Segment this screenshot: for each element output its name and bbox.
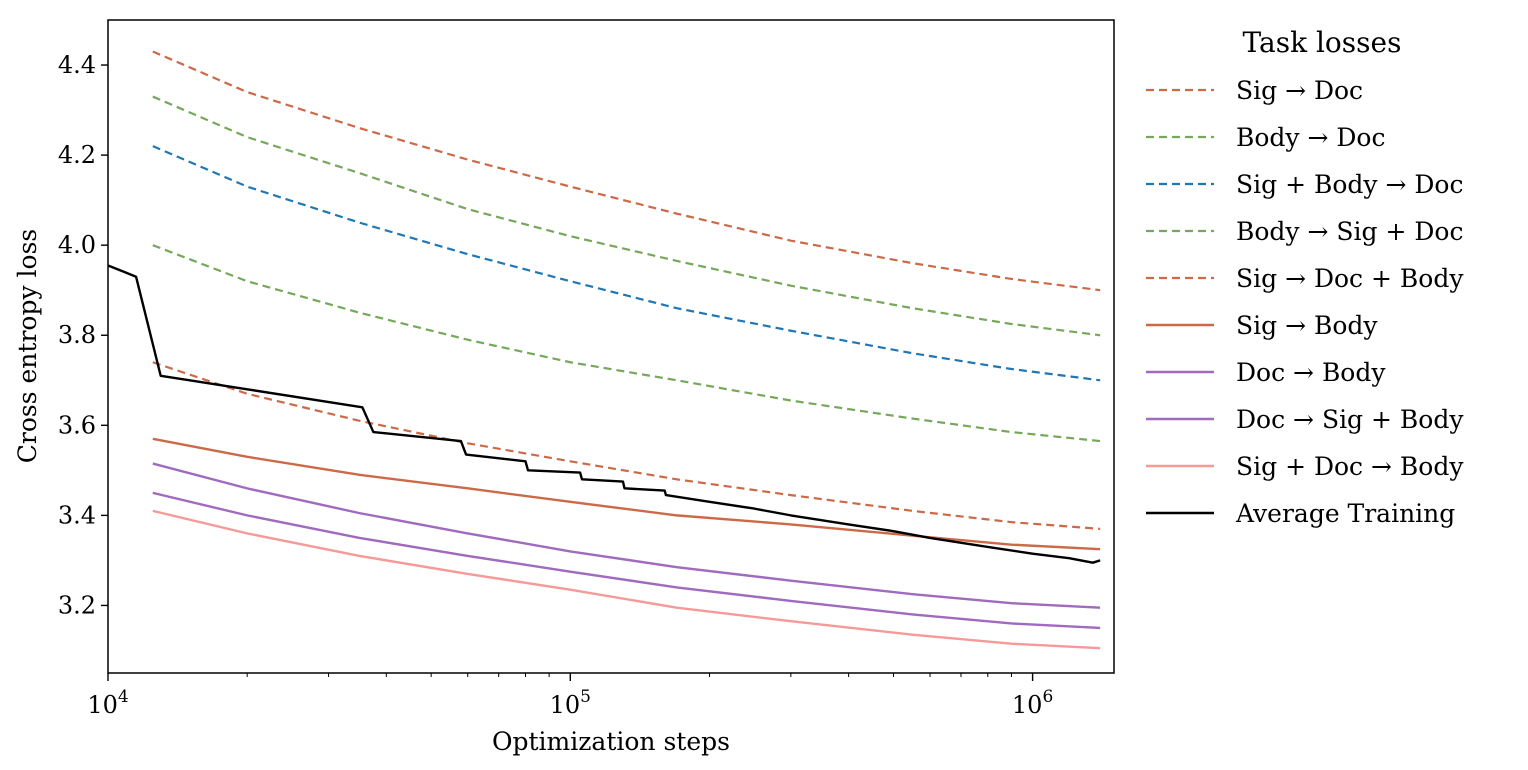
legend-label-3: Sig + Body → Doc <box>1236 170 1463 199</box>
series-line-4 <box>152 244 1101 443</box>
legend-label-2: Body → Doc <box>1236 123 1386 152</box>
legend-label-8: Doc → Sig + Body <box>1236 405 1464 434</box>
legend-label-6: Sig → Body <box>1236 311 1378 340</box>
legend-label-5: Sig → Doc + Body <box>1236 264 1464 293</box>
legend: Task losses Sig → Doc Body → Doc Sig + Bod… <box>1146 26 1464 528</box>
y-tick-label: 3.2 <box>58 591 96 619</box>
y-tick-label: 3.6 <box>58 411 96 439</box>
series-layer <box>108 50 1101 650</box>
y-tick-label: 4.2 <box>58 141 96 169</box>
series-line-9 <box>152 509 1101 650</box>
legend-label-9: Sig + Doc → Body <box>1236 452 1464 481</box>
legend-label-4: Body → Sig + Doc <box>1236 217 1463 246</box>
y-tick-label: 4.4 <box>58 51 96 79</box>
series-line-3 <box>152 145 1101 382</box>
y-axis: 3.2 3.4 3.6 3.8 4.0 4.2 4.4 <box>58 51 108 619</box>
series-line-5 <box>152 361 1101 530</box>
plot-frame <box>107 19 1115 674</box>
series-line-1 <box>152 50 1101 292</box>
series-line-10 <box>108 264 1101 564</box>
x-axis: 104 105 106 <box>87 673 1053 719</box>
x-tick-label: 106 <box>1012 687 1053 719</box>
legend-label-1: Sig → Doc <box>1236 76 1363 105</box>
y-tick-label: 4.0 <box>58 231 96 259</box>
legend-label-7: Doc → Body <box>1236 358 1386 387</box>
series-line-2 <box>152 95 1101 337</box>
series-line-7 <box>152 462 1101 609</box>
legend-title: Task losses <box>1243 26 1402 59</box>
series-line-6 <box>152 437 1101 551</box>
y-tick-label: 3.4 <box>58 501 96 529</box>
x-tick-label: 104 <box>87 687 128 719</box>
series-line-8 <box>152 491 1101 630</box>
y-axis-label: Cross entropy loss <box>13 229 42 463</box>
legend-label-10: Average Training <box>1235 499 1455 528</box>
x-tick-label: 105 <box>550 687 591 719</box>
y-tick-label: 3.8 <box>58 321 96 349</box>
x-axis-label: Optimization steps <box>492 727 730 756</box>
